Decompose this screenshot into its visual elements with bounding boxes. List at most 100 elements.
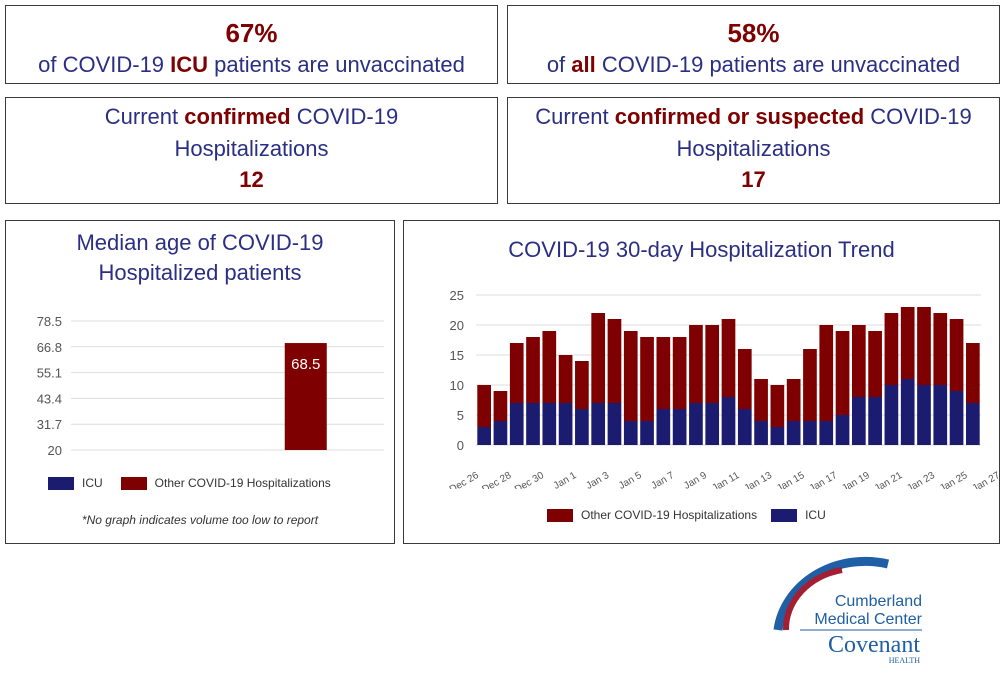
bar-other bbox=[591, 313, 606, 403]
x-tick-label: Jan 1 bbox=[552, 470, 579, 489]
bar-icu bbox=[591, 403, 606, 445]
median-age-chart: 78.5 66.8 55.1 43.4 31.7 20 68.5 bbox=[37, 314, 384, 458]
bar-icu bbox=[672, 409, 687, 445]
bar-icu bbox=[477, 427, 491, 445]
logo-brand: Covenant bbox=[828, 632, 920, 658]
bar-icu bbox=[851, 397, 866, 445]
x-tick-label: Jan 27 bbox=[971, 470, 999, 489]
bar-other bbox=[493, 391, 508, 421]
median-age-title-line2: Hospitalized patients bbox=[98, 260, 302, 285]
x-tick-label: Jan 23 bbox=[905, 470, 937, 489]
y-tick-label: 78.5 bbox=[37, 314, 62, 329]
bar-other bbox=[884, 313, 899, 385]
all-unvaccinated-text: of all COVID-19 patients are unvaccinate… bbox=[508, 52, 999, 78]
median-age-title-line1: Median age of COVID-19 bbox=[76, 230, 324, 255]
logo-line1: Cumberland bbox=[835, 593, 922, 610]
confirmed-label: Current confirmed COVID-19 bbox=[6, 101, 497, 133]
bar-icu bbox=[770, 427, 785, 445]
bar-icu bbox=[689, 403, 703, 445]
x-tick-label: Jan 9 bbox=[682, 470, 709, 489]
trend-legend: Other COVID-19 Hospitalizations ICU bbox=[547, 508, 826, 522]
x-tick-label: Jan 7 bbox=[650, 470, 677, 489]
text-part: Current bbox=[104, 104, 185, 129]
legend-label-other: Other COVID-19 Hospitalizations bbox=[581, 508, 758, 522]
bar-icu bbox=[917, 385, 931, 445]
bar-icu bbox=[933, 385, 948, 445]
bar-other bbox=[721, 319, 736, 397]
bar-icu bbox=[705, 403, 720, 445]
bar-icu bbox=[966, 403, 980, 445]
text-part: of bbox=[546, 52, 572, 77]
x-tick-label: Jan 5 bbox=[617, 470, 644, 489]
all-unvaccinated-percent: 58% bbox=[727, 18, 780, 48]
legend-label-icu: ICU bbox=[805, 508, 826, 522]
bar-icu bbox=[900, 379, 915, 445]
confirmed-hospitalizations-card: Current confirmed COVID-19 Hospitalizati… bbox=[5, 97, 498, 204]
logo-line2: Medical Center bbox=[814, 611, 922, 628]
median-age-chart-panel: Median age of COVID-19 Hospitalized pati… bbox=[5, 220, 395, 544]
bar-other bbox=[526, 337, 540, 403]
y-tick-label: 5 bbox=[457, 408, 464, 423]
bar-icu bbox=[607, 403, 622, 445]
x-tick-label: Jan 25 bbox=[938, 470, 970, 489]
bar-other bbox=[819, 325, 834, 421]
bar-other bbox=[284, 343, 327, 450]
x-tick-label: Jan 15 bbox=[775, 470, 807, 489]
text-part: Current bbox=[535, 104, 615, 129]
bar-other bbox=[640, 337, 654, 421]
x-tick-label: Dec 30 bbox=[513, 470, 546, 489]
confirmed-or-suspected-hospitalizations-card: Current confirmed or suspected COVID-19 … bbox=[507, 97, 1000, 204]
suspected-count: 17 bbox=[741, 167, 766, 192]
bar-other bbox=[737, 349, 752, 409]
highlight-icu: ICU bbox=[170, 52, 209, 77]
icu-unvaccinated-card: 67% of COVID-19 ICU patients are unvacci… bbox=[5, 5, 498, 84]
icu-unvaccinated-percent: 67% bbox=[225, 18, 278, 48]
bar-other bbox=[575, 361, 589, 409]
legend-swatch-icu bbox=[48, 476, 74, 490]
bar-other bbox=[607, 319, 622, 403]
bar-other bbox=[868, 331, 882, 397]
logo-brand-sub: HEALTH bbox=[889, 656, 920, 665]
bar-other bbox=[705, 325, 720, 403]
bar-icu bbox=[640, 421, 654, 445]
bar-icu bbox=[509, 403, 524, 445]
all-unvaccinated-card: 58% of all COVID-19 patients are unvacci… bbox=[507, 5, 1000, 84]
suspected-label: Current confirmed or suspected COVID-19 bbox=[508, 101, 999, 133]
bar-icu bbox=[493, 421, 508, 445]
text-part: COVID-19 patients are unvaccinated bbox=[595, 52, 961, 77]
logo-arc-icon: Cumberland Medical Center Covenant HEALT… bbox=[773, 556, 923, 665]
bar-other bbox=[900, 307, 915, 379]
bar-icu bbox=[819, 421, 834, 445]
y-tick-label: 15 bbox=[450, 348, 464, 363]
bar-other bbox=[656, 337, 671, 409]
low-volume-note: *No graph indicates volume too low to re… bbox=[81, 513, 319, 527]
bar-other bbox=[966, 343, 980, 403]
bar-icu bbox=[949, 391, 964, 445]
y-tick-label: 31.7 bbox=[37, 417, 62, 432]
x-tick-label: Dec 28 bbox=[480, 470, 513, 489]
highlight-all: all bbox=[571, 52, 596, 77]
y-tick-label: 25 bbox=[450, 288, 464, 303]
text-part: COVID-19 bbox=[864, 104, 972, 129]
cumberland-covenant-logo: Cumberland Medical Center Covenant HEALT… bbox=[770, 552, 930, 667]
bar-icu bbox=[623, 421, 638, 445]
bar-icu bbox=[542, 403, 557, 445]
bar-other bbox=[786, 379, 801, 421]
bar-other bbox=[509, 343, 524, 403]
bar-other bbox=[623, 331, 638, 421]
y-tick-label: 20 bbox=[450, 318, 464, 333]
legend-swatch-other bbox=[547, 508, 573, 522]
y-tick-label: 10 bbox=[450, 378, 464, 393]
text-part: patients are unvaccinated bbox=[208, 52, 465, 77]
median-age-legend: ICU Other COVID-19 Hospitalizations bbox=[48, 476, 331, 490]
x-tick-label: Jan 19 bbox=[840, 470, 872, 489]
bar-icu bbox=[786, 421, 801, 445]
bar-icu bbox=[558, 403, 573, 445]
bar-other bbox=[770, 385, 785, 427]
bar-other bbox=[851, 325, 866, 397]
bar-other bbox=[933, 313, 948, 385]
bar-other bbox=[754, 379, 768, 421]
bar-icu bbox=[526, 403, 540, 445]
bar-data-label: 68.5 bbox=[291, 356, 320, 373]
bar-icu bbox=[868, 397, 882, 445]
